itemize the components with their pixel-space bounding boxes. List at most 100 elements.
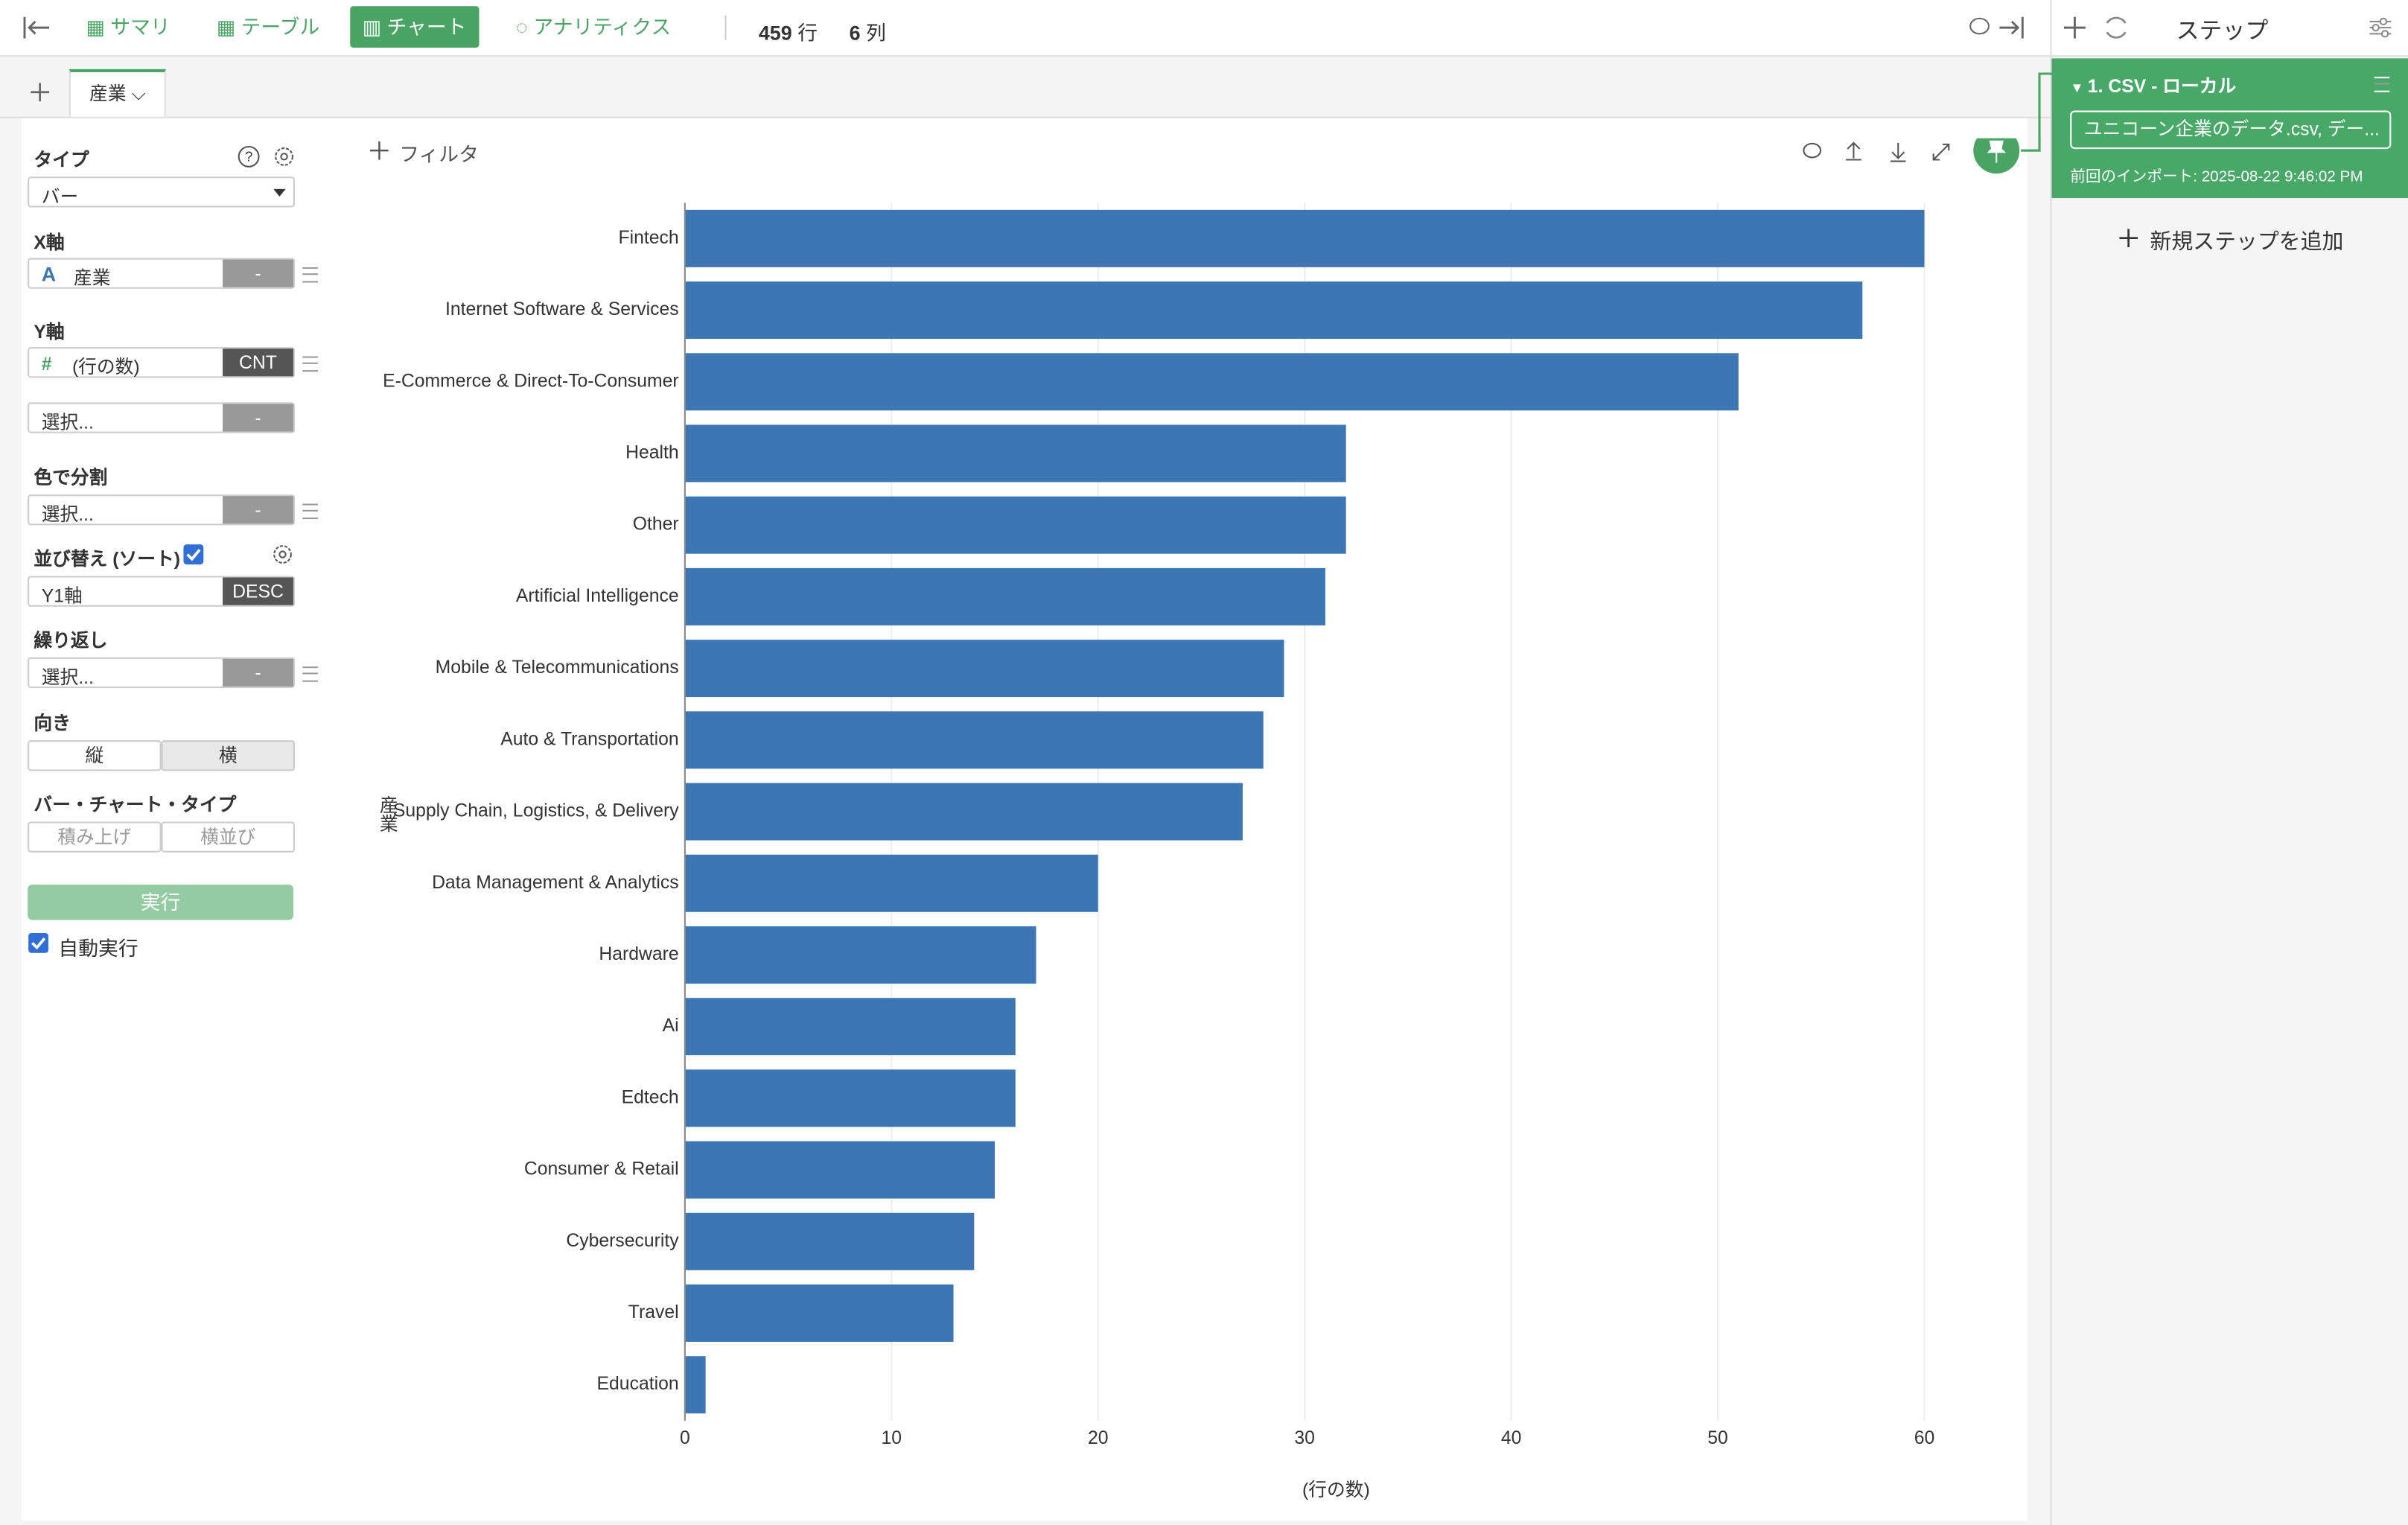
step-menu[interactable] [2374, 77, 2390, 92]
x-tick-label: 10 [882, 1428, 902, 1448]
y-tick-label: Fintech [618, 228, 678, 248]
agg[interactable]: - [223, 658, 293, 687]
select-value: バー [41, 185, 79, 208]
run-button[interactable]: 実行 [28, 885, 293, 920]
y2-field[interactable]: 選択... - [28, 402, 295, 433]
sort-checkbox[interactable] [182, 544, 204, 565]
sort-settings[interactable] [272, 544, 293, 565]
menu-icon[interactable] [302, 267, 318, 283]
y-tick-label: Travel [628, 1302, 679, 1322]
orientation-option-active[interactable]: 横 [161, 740, 295, 771]
repeat-field[interactable]: 選択... - [28, 657, 295, 688]
sheet-tab[interactable]: 産業 ⌵ [69, 69, 166, 117]
agg[interactable]: - [223, 404, 293, 432]
auto-run-label: 自動実行 [58, 937, 138, 961]
count: 459 [758, 21, 792, 45]
placeholder: 選択... [41, 411, 94, 433]
bar [684, 926, 1036, 984]
tab[interactable]: ◌ アナリティクス [516, 15, 672, 39]
unit: 行 [797, 21, 818, 45]
bar-type-option[interactable]: 積み上げ [28, 821, 162, 853]
bar [684, 998, 1016, 1056]
x-field[interactable]: A 産業 - [28, 258, 295, 289]
row-count: 459 行 [759, 17, 818, 46]
tab[interactable]: ▦ テーブル [216, 15, 320, 39]
separator [724, 15, 727, 40]
collapse-icon[interactable] [22, 14, 52, 42]
settings-icon[interactable] [2368, 16, 2392, 40]
y-tick-label: Education [597, 1374, 679, 1394]
step-icons[interactable] [2063, 13, 2133, 43]
y-tick-label: Auto & Transportation [500, 729, 678, 749]
label: 並び替え (ソート) [34, 548, 180, 570]
y-tick-label: Ai [663, 1016, 679, 1036]
sort-order[interactable]: DESC [223, 577, 293, 605]
x-tick-label: 20 [1088, 1428, 1109, 1448]
bar [684, 1356, 706, 1414]
svg-text:?: ? [245, 148, 252, 164]
field-icon: # [41, 353, 52, 375]
placeholder: 選択... [41, 503, 94, 526]
add-step[interactable]: 新規ステップを追加 [2150, 229, 2344, 254]
agg[interactable]: CNT [223, 348, 293, 377]
field-icon: A [41, 262, 57, 286]
steps-title: ステップ [2176, 18, 2269, 45]
bar [684, 1141, 996, 1199]
y-tick-label: Data Management & Analytics [432, 873, 679, 893]
tab[interactable]: ▦ サマリ [86, 15, 171, 39]
filter-button[interactable]: フィルタ [399, 142, 479, 166]
step-card[interactable] [2051, 58, 2408, 199]
add-step-plus[interactable] [2119, 229, 2138, 248]
bar [684, 281, 1863, 340]
y-tick-label: Internet Software & Services [445, 299, 679, 319]
menu-icon[interactable] [302, 666, 318, 682]
top-icons[interactable] [1966, 14, 2042, 42]
bar-type-option[interactable]: 横並び [161, 821, 295, 853]
bar [684, 640, 1284, 698]
menu-icon[interactable] [302, 503, 318, 520]
x-tick-label: 30 [1294, 1428, 1315, 1448]
unit: 列 [865, 21, 886, 45]
label: X軸 [34, 232, 65, 254]
agg[interactable]: - [223, 496, 293, 524]
tab-label: チャート [386, 15, 467, 39]
sheet-bar [0, 57, 2051, 118]
bar [684, 1284, 954, 1342]
y-tick-label: Other [633, 515, 679, 535]
y-axis-title: 産業 [377, 795, 398, 832]
label: バー・チャート・タイプ [34, 794, 237, 816]
orientation-option[interactable]: 縦 [28, 740, 162, 771]
tab-active[interactable]: ▥ チャート [350, 6, 480, 48]
agg[interactable]: - [223, 259, 293, 287]
field-value: Y1軸 [41, 585, 83, 607]
add-sheet[interactable] [29, 81, 51, 103]
divider [2050, 0, 2052, 1525]
tab-label: テーブル [241, 15, 320, 39]
color-field[interactable]: 選択... - [28, 494, 295, 526]
filter-plus[interactable] [370, 141, 389, 160]
step-file[interactable]: ユニコーン企業のデータ.csv, デー... [2070, 110, 2392, 150]
label: タイプ [34, 149, 89, 171]
y-tick-label: E-Commerce & Direct-To-Consumer [383, 371, 678, 391]
step-title: 1. CSV - ローカル [2087, 75, 2237, 97]
count: 6 [849, 21, 861, 45]
y-tick-label: Consumer & Retail [524, 1159, 679, 1179]
bar [684, 567, 1325, 625]
bar [684, 424, 1346, 483]
label: 繰り返し [34, 629, 108, 652]
bar [684, 496, 1346, 554]
bar [684, 854, 1098, 912]
auto-run-checkbox[interactable] [28, 932, 49, 954]
help-settings[interactable]: ? [237, 144, 299, 169]
x-axis-title: (行の数) [1302, 1480, 1370, 1500]
sort-field[interactable]: Y1軸 DESC [28, 576, 295, 607]
y-tick-label: Artificial Intelligence [516, 586, 679, 606]
placeholder: 選択... [41, 666, 94, 688]
menu-icon[interactable] [302, 356, 318, 372]
type-select[interactable]: バー [28, 176, 295, 208]
bar [684, 1212, 975, 1270]
y-tick-label: Hardware [599, 944, 678, 964]
caret [273, 188, 286, 197]
label: Y軸 [34, 321, 65, 343]
y-field[interactable]: # (行の数) CNT [28, 347, 295, 378]
